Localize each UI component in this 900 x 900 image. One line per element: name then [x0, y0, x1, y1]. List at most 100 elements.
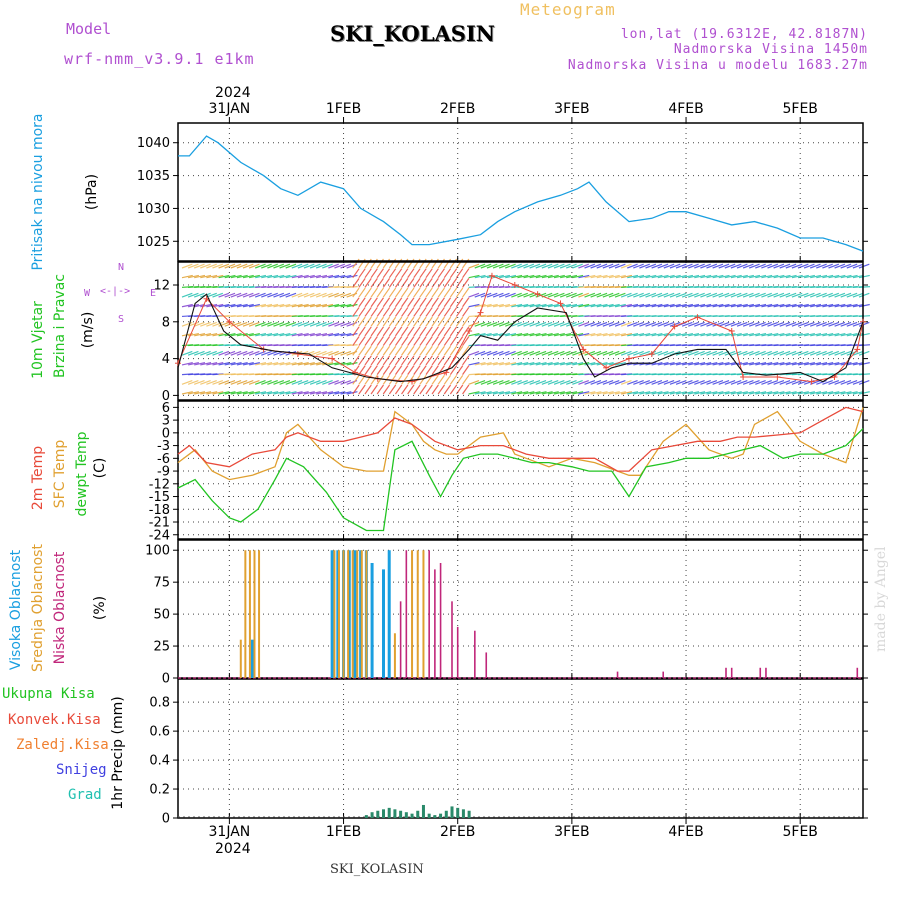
ylabel-wind-unit: (m/s) — [80, 311, 96, 349]
ylabel-temp-2m: 2m Temp — [30, 445, 46, 511]
model-label: Model — [66, 20, 112, 38]
ylabel-mid-cloud: Srednja Oblacnost — [30, 544, 46, 672]
pressure-line — [178, 135, 864, 252]
panel-frame — [177, 539, 864, 679]
y-tick-label: -9 — [157, 465, 170, 480]
precip-bar — [461, 809, 465, 818]
top-date-5feb: 5FEB — [782, 101, 818, 117]
y-tick-label: -21 — [149, 516, 170, 531]
y-tick-label: 0.8 — [149, 696, 170, 711]
y-tick-label: 0.2 — [149, 783, 170, 798]
location-lonlat: lon,lat (19.6312E, 42.8187N) — [620, 27, 868, 42]
panel-frame — [177, 122, 864, 262]
precip-bar — [444, 810, 448, 818]
y-tick-label: 1035 — [137, 169, 170, 184]
year-label-top: 2024 — [215, 85, 251, 101]
compass-east: E — [150, 288, 157, 299]
precip-bar — [467, 810, 471, 818]
y-tick-label: 4 — [162, 352, 170, 367]
y-tick-label: -3 — [157, 439, 170, 454]
y-tick-label: -12 — [149, 477, 170, 492]
year-label-bottom: 2024 — [215, 841, 251, 857]
y-tick-label: 50 — [153, 608, 170, 623]
ylabel-wind-2: Brzina i Pravac — [52, 274, 68, 378]
legend-snijeg: Snijeg — [56, 762, 107, 778]
panel-frame — [177, 261, 864, 401]
top-date-31jan: 31JAN — [208, 101, 251, 117]
model-name: wrf-nmm_v3.9.1 e1km — [64, 50, 255, 68]
y-tick-label: 0 — [162, 426, 170, 441]
legend-konvek-kisa: Konvek.Kisa — [8, 712, 101, 728]
precip-bar — [456, 807, 460, 818]
y-tick-label: 0 — [162, 812, 170, 827]
sfc-temp-line — [177, 407, 864, 481]
precip-bar — [410, 813, 414, 818]
compass-arrows: <-|-> — [100, 286, 131, 297]
ylabel-low-cloud: Niska Oblacnost — [52, 551, 68, 665]
ylabel-sfc-temp: SFC Temp — [52, 439, 68, 509]
y-tick-label: 1040 — [137, 136, 170, 151]
legend-grad: Grad — [68, 787, 102, 803]
precip-bar — [382, 809, 385, 818]
precip-bar — [427, 813, 431, 818]
bottom-date-31jan: 31JAN — [208, 824, 251, 840]
y-tick-label: -6 — [157, 452, 170, 467]
y-tick-label: 0 — [162, 389, 170, 404]
ylabel-pressure: Pritisak na nivou mora — [30, 113, 46, 271]
y-tick-label: 6 — [162, 401, 170, 416]
compass-north: N — [118, 262, 125, 273]
precip-bar — [376, 810, 380, 818]
compass-west: W — [84, 288, 91, 299]
product-title: Meteogram — [520, 0, 616, 19]
station-title: SKI_KOLASIN — [330, 21, 495, 46]
y-tick-label: 8 — [162, 315, 170, 330]
ylabel-dewpt-temp: dewpt Temp — [74, 431, 90, 517]
y-tick-label: 1030 — [137, 202, 170, 217]
precip-bar — [439, 813, 443, 818]
y-tick-label: 100 — [145, 544, 170, 559]
compass-south: S — [118, 314, 125, 325]
temp-2m-line — [177, 406, 864, 472]
top-date-4feb: 4FEB — [668, 101, 704, 117]
y-tick-label: 75 — [153, 576, 170, 591]
bottom-date-4feb: 4FEB — [668, 824, 704, 840]
dewpt-temp-line — [177, 428, 864, 532]
wind-gust-line — [177, 275, 864, 383]
top-date-3feb: 3FEB — [554, 101, 590, 117]
precip-bar — [364, 815, 368, 818]
precip-bar — [387, 807, 391, 818]
y-tick-label: 3 — [162, 414, 170, 429]
precip-bar — [399, 810, 403, 818]
y-tick-label: 0.6 — [149, 725, 170, 740]
y-tick-label: 0 — [162, 672, 170, 687]
wind-speed-line — [177, 293, 864, 383]
y-tick-label: -15 — [149, 490, 170, 505]
precip-bar — [433, 815, 437, 818]
ylabel-precip: 1hr Precip (mm) — [110, 696, 126, 810]
ylabel-pressure-unit: (hPa) — [84, 173, 100, 211]
ylabel-high-cloud: Visoka Oblacnost — [8, 549, 24, 671]
bottom-date-5feb: 5FEB — [782, 824, 818, 840]
precip-bar — [370, 812, 374, 818]
ylabel-wind-1: 10m Vjetar — [30, 301, 46, 379]
ylabel-cloud-unit: (%) — [92, 595, 108, 621]
legend-ukupna-kisa: Ukupna Kisa — [2, 686, 95, 702]
y-tick-label: 1025 — [137, 235, 170, 250]
y-tick-label: 0.4 — [149, 754, 170, 769]
panel-frame — [177, 400, 864, 540]
bottom-date-2feb: 2FEB — [439, 824, 476, 840]
top-date-1feb: 1FEB — [325, 101, 362, 117]
y-tick-label: 12 — [153, 279, 170, 294]
y-tick-label: -24 — [149, 528, 170, 543]
footer-station: SKI_KOLASIN — [330, 862, 424, 877]
wind-barb-field — [181, 258, 871, 395]
ylabel-temp-unit: (C) — [92, 457, 108, 479]
precip-bar — [450, 806, 454, 818]
legend-zaledj-kisa: Zaledj.Kisa — [16, 737, 109, 753]
precip-bar — [404, 812, 408, 818]
precip-bar — [393, 809, 397, 818]
model-elevation: Nadmorska Visina u modelu 1683.27m — [567, 58, 868, 73]
panel-frame — [177, 678, 864, 819]
